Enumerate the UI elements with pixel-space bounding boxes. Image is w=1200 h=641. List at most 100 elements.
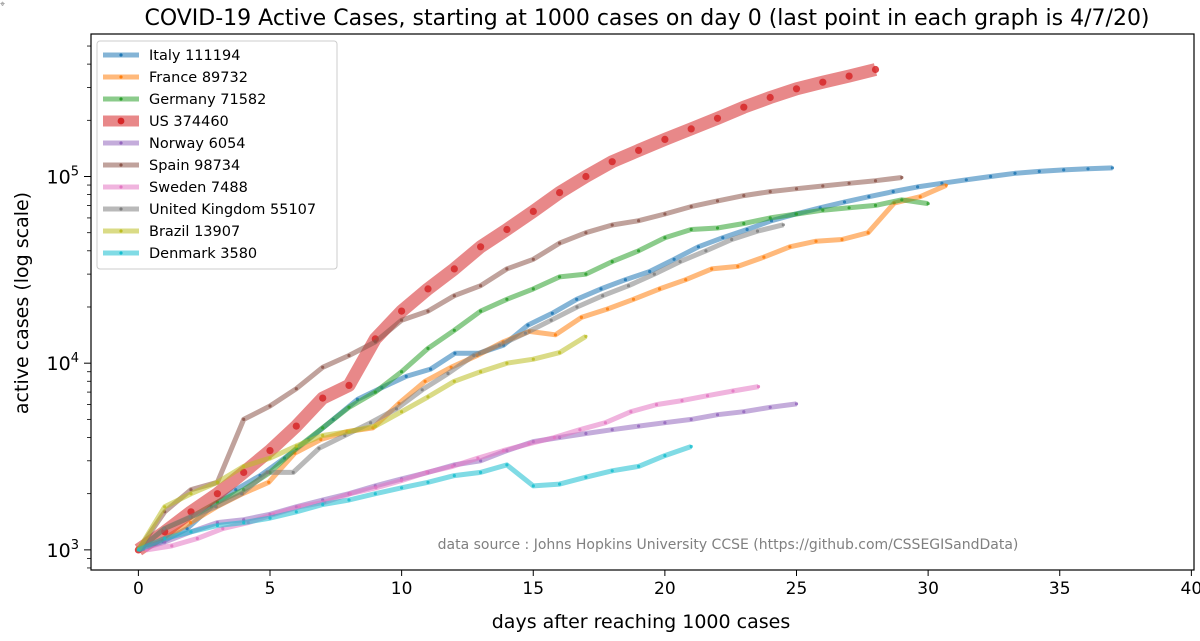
series-point — [505, 297, 509, 301]
legend-item: Spain 98734 — [103, 158, 240, 174]
series-point — [472, 353, 476, 358]
series-point — [420, 388, 424, 392]
series-point — [610, 260, 614, 264]
series-point — [794, 212, 799, 216]
series-point — [240, 468, 248, 476]
series-point — [505, 463, 509, 467]
legend-label: Denmark 3580 — [149, 246, 257, 262]
x-tick-label: 10 — [391, 579, 413, 599]
series-point — [268, 404, 272, 408]
series-point — [213, 490, 221, 498]
series-point — [605, 307, 610, 311]
series-point — [450, 464, 454, 468]
series-point — [1037, 169, 1041, 173]
series-point — [840, 237, 844, 242]
series-point — [629, 410, 633, 414]
series-point — [426, 395, 430, 399]
series-point — [503, 225, 511, 234]
series-point — [170, 544, 174, 548]
series-point — [294, 510, 298, 514]
y-tick-label: 105 — [47, 165, 79, 189]
series-point — [399, 479, 403, 483]
series-point — [814, 239, 818, 243]
legend-label: Sweden 7488 — [149, 180, 248, 196]
series-point — [768, 190, 772, 194]
series-point — [531, 257, 535, 261]
series-point — [819, 78, 827, 86]
series-point — [558, 482, 562, 486]
series-point — [926, 202, 930, 206]
series-point — [479, 470, 483, 474]
series-point — [713, 114, 722, 122]
series-point — [426, 309, 430, 313]
series-point — [603, 421, 608, 425]
data-source-annotation: data source : Johns Hopkins University C… — [438, 537, 1019, 553]
series-point — [214, 505, 218, 509]
y-tick-label: 104 — [47, 351, 79, 375]
series-point — [989, 174, 993, 179]
series-point — [400, 486, 404, 490]
y-axis-label: active cases (log scale) — [11, 192, 33, 414]
series-point — [242, 521, 246, 525]
series-point — [821, 184, 825, 188]
series-point — [294, 387, 298, 391]
series-point — [866, 231, 870, 235]
legend-marker — [119, 185, 123, 189]
series-point — [501, 449, 505, 453]
series-point — [637, 424, 641, 428]
x-tick-label: 30 — [917, 579, 939, 599]
cursor-marker: ⌖ — [0, 0, 6, 10]
series-point — [631, 297, 636, 301]
series-point — [294, 444, 298, 448]
series-point — [842, 200, 847, 204]
series-point — [964, 178, 968, 182]
series-point — [648, 269, 652, 274]
series-point — [221, 527, 225, 531]
series-point — [845, 72, 853, 80]
series-point — [768, 216, 772, 220]
series-point — [873, 179, 878, 183]
series-point — [745, 227, 749, 232]
series-point — [479, 309, 483, 313]
series-point — [704, 249, 708, 253]
series-point — [266, 447, 274, 455]
series-line — [136, 334, 588, 552]
x-tick-label: 40 — [1181, 579, 1200, 599]
series-point — [267, 480, 271, 484]
series-point — [684, 278, 688, 282]
series-point — [689, 227, 693, 232]
series-point — [582, 172, 590, 181]
legend-item: Germany 71582 — [103, 92, 266, 108]
series-point — [348, 492, 352, 496]
series-point — [654, 403, 659, 407]
series-point — [672, 257, 676, 261]
series-point — [610, 223, 614, 227]
series-point — [742, 410, 746, 414]
series-point — [347, 405, 351, 409]
plot-frame — [90, 33, 1195, 571]
series-point — [579, 315, 584, 319]
legend-label: Germany 71582 — [149, 92, 266, 108]
series-point — [705, 394, 710, 398]
series-point — [584, 431, 588, 436]
legend-item: United Kingdom 55107 — [103, 202, 316, 218]
series-point — [730, 237, 734, 242]
series-point — [599, 287, 603, 291]
series-point — [584, 475, 588, 479]
series-point — [347, 430, 351, 434]
series-point — [918, 195, 922, 199]
series-group — [136, 175, 904, 552]
series-point — [1110, 166, 1114, 170]
series-point — [188, 515, 192, 519]
series-point — [658, 287, 662, 291]
series-point — [847, 206, 851, 210]
series-point — [394, 407, 398, 411]
series-point — [715, 199, 720, 203]
series-point — [242, 464, 246, 468]
series-point — [610, 469, 614, 473]
series-point — [553, 333, 558, 337]
series-point — [792, 85, 801, 93]
series-point — [558, 351, 562, 355]
legend-marker — [117, 117, 125, 125]
